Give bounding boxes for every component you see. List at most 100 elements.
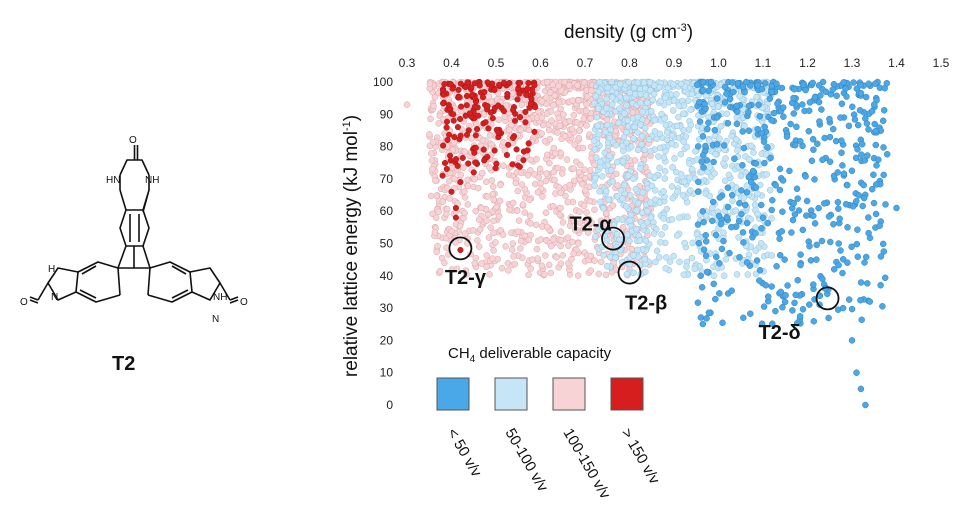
data-point xyxy=(495,116,503,124)
data-point xyxy=(527,220,534,227)
data-point xyxy=(537,236,545,243)
data-point xyxy=(803,212,810,219)
data-point xyxy=(580,202,588,209)
data-point xyxy=(763,171,770,178)
data-point xyxy=(776,251,784,259)
data-point xyxy=(656,199,664,206)
data-point xyxy=(722,155,729,162)
data-point xyxy=(700,164,707,171)
data-point xyxy=(522,119,529,126)
data-point xyxy=(501,113,509,120)
data-point xyxy=(772,307,779,315)
legend-label: 50-100 v/v xyxy=(502,426,552,496)
data-point xyxy=(803,197,811,205)
data-point xyxy=(712,150,719,158)
data-point xyxy=(509,240,517,247)
data-point xyxy=(753,93,760,101)
data-point xyxy=(489,255,496,262)
data-point xyxy=(575,127,583,134)
data-point xyxy=(768,215,775,222)
data-point xyxy=(809,79,816,87)
data-point xyxy=(802,86,809,94)
data-point xyxy=(509,161,516,168)
data-point xyxy=(773,80,780,88)
data-point xyxy=(860,181,867,189)
data-point xyxy=(514,96,521,103)
data-point xyxy=(555,184,563,191)
data-point xyxy=(483,252,490,259)
data-point xyxy=(639,189,646,196)
data-point xyxy=(818,237,826,245)
data-point xyxy=(439,172,446,179)
data-point xyxy=(448,188,455,195)
data-point xyxy=(864,152,871,159)
data-point xyxy=(811,176,818,183)
data-point xyxy=(797,138,804,145)
data-point xyxy=(739,83,747,91)
data-point xyxy=(835,240,842,247)
data-point xyxy=(670,97,678,104)
data-point xyxy=(839,269,846,277)
data-point xyxy=(662,265,669,272)
data-point xyxy=(557,105,564,113)
data-point xyxy=(454,124,461,131)
data-point xyxy=(699,208,707,215)
data-point xyxy=(626,237,633,245)
data-point xyxy=(508,246,516,253)
data-point xyxy=(857,81,865,89)
data-point xyxy=(489,183,497,190)
data-point xyxy=(810,318,818,325)
data-point xyxy=(862,253,870,261)
data-point xyxy=(547,269,555,277)
data-point xyxy=(743,219,751,227)
data-point xyxy=(825,213,833,220)
data-point xyxy=(607,167,615,174)
data-point xyxy=(813,256,820,263)
legend-swatch xyxy=(494,377,528,411)
data-point xyxy=(723,90,730,97)
data-point xyxy=(522,108,529,115)
data-point xyxy=(741,88,748,96)
x-tick-label: 0.7 xyxy=(577,56,594,70)
data-point xyxy=(695,239,703,247)
data-point xyxy=(745,102,753,110)
data-point xyxy=(717,220,725,228)
data-point xyxy=(793,185,801,193)
data-point xyxy=(584,229,592,236)
y-tick-label: 40 xyxy=(380,269,394,283)
data-point xyxy=(806,99,814,106)
data-point xyxy=(580,79,588,87)
data-point xyxy=(555,82,562,90)
data-point xyxy=(779,104,787,111)
data-point xyxy=(596,78,604,86)
data-point xyxy=(557,228,565,236)
x-tick-label: 0.5 xyxy=(488,56,505,70)
data-point xyxy=(826,115,833,123)
data-point xyxy=(526,196,533,204)
data-point xyxy=(754,125,761,133)
data-point xyxy=(504,90,511,97)
data-point xyxy=(464,79,471,86)
data-point xyxy=(604,121,611,129)
data-point xyxy=(758,320,766,327)
data-point xyxy=(619,142,626,150)
data-point xyxy=(760,303,768,310)
data-point xyxy=(714,103,722,110)
data-point xyxy=(583,122,590,129)
data-point xyxy=(426,131,433,138)
data-point xyxy=(484,211,492,218)
data-point xyxy=(528,95,535,102)
data-point xyxy=(752,247,759,254)
data-point xyxy=(768,206,775,214)
data-point xyxy=(427,115,434,123)
data-point xyxy=(463,92,471,100)
data-point xyxy=(642,237,650,245)
data-point xyxy=(779,177,787,184)
data-point xyxy=(829,125,837,133)
data-point xyxy=(661,175,669,182)
data-point xyxy=(605,196,612,203)
data-point xyxy=(451,134,458,141)
data-point xyxy=(647,214,655,221)
data-point xyxy=(740,194,748,201)
data-point xyxy=(839,256,847,263)
